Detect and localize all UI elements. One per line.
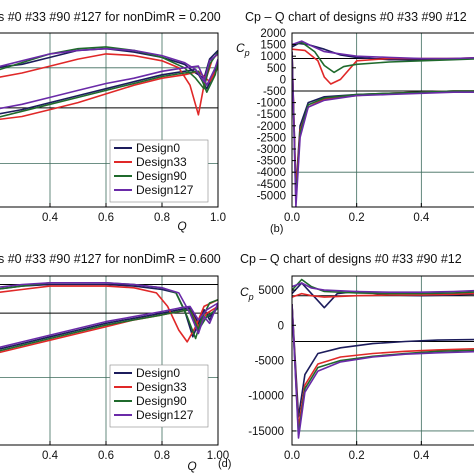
x-tick-label: 0.4 bbox=[413, 450, 430, 462]
x-tick-label: 0.4 bbox=[42, 212, 59, 224]
series-line-design127 bbox=[0, 302, 218, 349]
series-line-design127 bbox=[292, 51, 474, 207]
series-line-design127 bbox=[0, 282, 218, 335]
y-tick-label: 1000 bbox=[260, 51, 286, 63]
chart-title: s #0 #33 #90 #127 for nonDimR = 0.600 bbox=[0, 252, 221, 266]
series-line-design0 bbox=[292, 304, 474, 418]
y-tick-label: -3500 bbox=[257, 156, 286, 168]
x-tick-label: 0.0 bbox=[284, 450, 300, 462]
legend-label: Design90 bbox=[136, 169, 187, 183]
legend-label: Design0 bbox=[136, 366, 180, 380]
y-tick-label: 5000 bbox=[258, 285, 284, 297]
x-tick-label: 1.00 bbox=[207, 450, 229, 462]
y-tick-label: -2500 bbox=[257, 132, 286, 144]
legend-label: Design33 bbox=[136, 155, 187, 169]
panel-label: (d) bbox=[218, 458, 231, 470]
chart-bottom-left: s #0 #33 #90 #127 for nonDimR = 0.600 0.4… bbox=[0, 252, 231, 473]
series-line-design33 bbox=[292, 48, 474, 85]
series-line-design0 bbox=[0, 47, 218, 79]
y-tick-label: -5000 bbox=[257, 190, 286, 202]
y-axis-label: Cp bbox=[240, 285, 254, 302]
x-axis-label: Q bbox=[177, 219, 186, 233]
y-tick-label: -10000 bbox=[248, 391, 284, 403]
x-tick-label: 0.8 bbox=[154, 212, 170, 224]
x-tick-label: 0.0 bbox=[284, 212, 300, 224]
x-tick-label: 0.2 bbox=[349, 212, 365, 224]
y-tick-label: -500 bbox=[263, 86, 286, 98]
series-line-design127 bbox=[0, 47, 218, 83]
series-line-design90 bbox=[0, 62, 218, 118]
panel-label: (b) bbox=[270, 223, 283, 235]
y-tick-label: 2000 bbox=[260, 28, 286, 40]
series-line-design0 bbox=[0, 60, 218, 115]
series-line-design33 bbox=[292, 51, 474, 192]
series-line-design127 bbox=[0, 58, 218, 110]
legend-label: Design127 bbox=[136, 183, 194, 197]
chart-title: s #0 #33 #90 #127 for nonDimR = 0.200 bbox=[0, 10, 221, 24]
y-tick-label: -4000 bbox=[257, 167, 286, 179]
series-line-design0 bbox=[292, 51, 474, 190]
y-tick-label: -3000 bbox=[257, 144, 286, 156]
y-tick-label: -5000 bbox=[255, 356, 284, 368]
series-line-design127 bbox=[292, 304, 474, 439]
x-axis-label: Q bbox=[187, 459, 196, 473]
y-tick-label: 1500 bbox=[260, 40, 286, 52]
chart-title: Cp – Q chart of designs #0 #33 #90 #12 bbox=[240, 252, 462, 266]
series-line-design90 bbox=[292, 278, 474, 295]
y-tick-label: -1500 bbox=[257, 109, 286, 121]
chart-title: Cp – Q chart of designs #0 #33 #90 #12 bbox=[245, 10, 467, 24]
y-tick-label: -2000 bbox=[257, 121, 286, 133]
y-tick-label: -4500 bbox=[257, 179, 286, 191]
legend-box bbox=[109, 364, 209, 428]
x-tick-label: 0.4 bbox=[42, 450, 59, 462]
series-line-design33 bbox=[292, 292, 474, 298]
plot-area bbox=[292, 278, 474, 439]
legend-label: Design33 bbox=[136, 380, 187, 394]
series-line-design33 bbox=[0, 67, 218, 121]
plot-area bbox=[0, 282, 218, 354]
series-line-design90 bbox=[292, 304, 474, 436]
x-tick-label: 0.8 bbox=[154, 450, 170, 462]
series-line-design90 bbox=[292, 41, 474, 74]
chart-top-right: Cp – Q chart of designs #0 #33 #90 #12 0.… bbox=[236, 10, 474, 235]
y-tick-label: -15000 bbox=[248, 426, 284, 438]
legend-label: Design127 bbox=[136, 408, 194, 422]
legend-label: Design90 bbox=[136, 394, 187, 408]
x-tick-label: 0.6 bbox=[98, 212, 114, 224]
legend-box bbox=[109, 139, 209, 203]
x-tick-label: 0.6 bbox=[98, 450, 114, 462]
y-tick-label: 0 bbox=[280, 74, 286, 86]
y-tick-label: 0 bbox=[278, 320, 284, 332]
plot-area bbox=[292, 40, 474, 207]
x-tick-label: 0.2 bbox=[349, 450, 365, 462]
y-axis-label: Cp bbox=[236, 41, 250, 58]
series-line-design90 bbox=[292, 51, 474, 201]
legend-label: Design0 bbox=[136, 141, 180, 155]
y-tick-label: 500 bbox=[267, 63, 286, 75]
series-line-design33 bbox=[292, 304, 474, 429]
y-tick-label: -1000 bbox=[257, 98, 286, 110]
plot-area bbox=[0, 46, 218, 121]
x-tick-label: 1.0 bbox=[210, 212, 226, 224]
x-tick-label: 0.4 bbox=[413, 212, 430, 224]
chart-top-left: s #0 #33 #90 #127 for nonDimR = 0.200 0.4… bbox=[0, 10, 226, 233]
plot-frame bbox=[291, 32, 474, 208]
series-line-design127 bbox=[292, 282, 474, 293]
series-line-design127 bbox=[292, 40, 474, 60]
chart-bottom-right: Cp – Q chart of designs #0 #33 #90 #12 0.… bbox=[240, 252, 474, 462]
series-line-design0 bbox=[0, 305, 218, 350]
